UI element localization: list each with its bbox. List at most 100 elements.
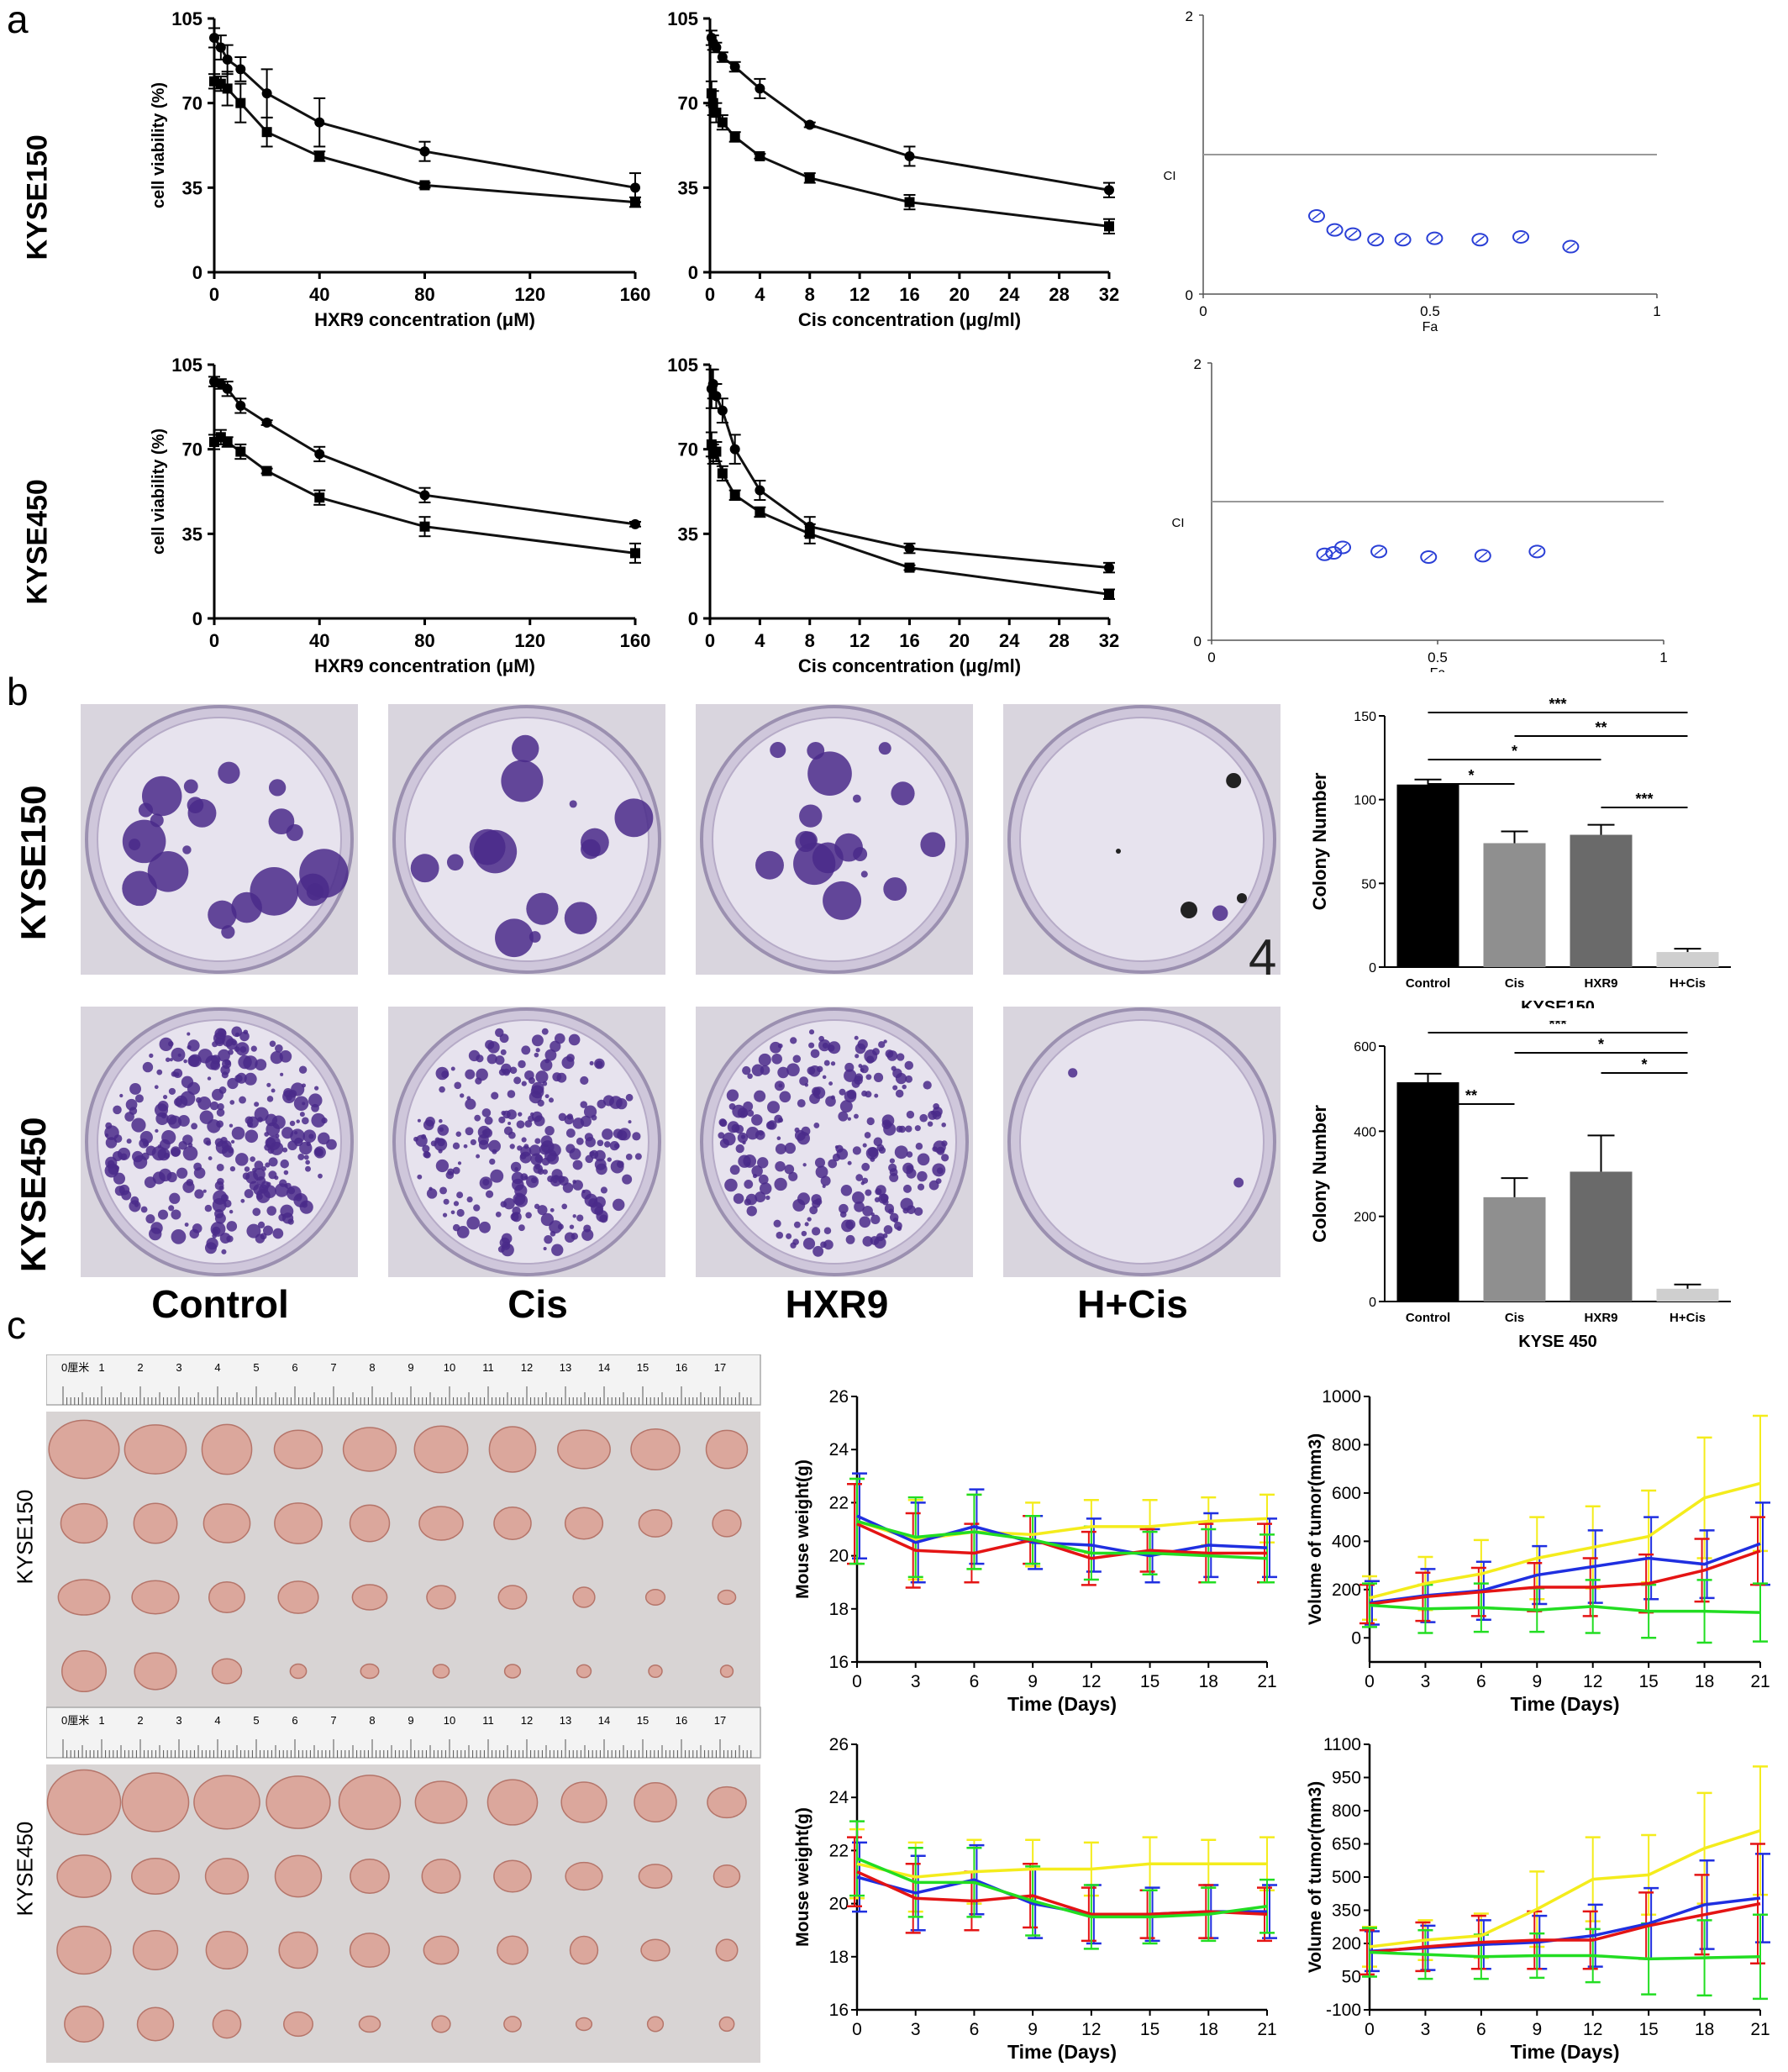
y-tick-label: 22 — [829, 1493, 849, 1512]
colony — [214, 1181, 224, 1191]
x-tick-label: 24 — [999, 630, 1020, 651]
colony — [569, 800, 577, 808]
data-point — [717, 468, 728, 479]
ruler — [46, 1354, 761, 1406]
colony — [882, 1198, 889, 1206]
colony — [279, 1050, 292, 1063]
tumor — [56, 1854, 112, 1898]
colony — [313, 1086, 319, 1091]
colony — [902, 1207, 909, 1214]
colony — [743, 1101, 754, 1112]
colony — [455, 1131, 462, 1138]
colony — [231, 1126, 245, 1140]
colony — [466, 1196, 473, 1203]
colony — [168, 1115, 182, 1129]
y-tick-label: 70 — [182, 93, 202, 114]
tumor — [638, 1864, 673, 1889]
colony — [774, 1177, 787, 1191]
y-tick-label: 35 — [678, 523, 698, 544]
colony — [226, 1221, 238, 1232]
row-label-b-kyse450: KYSE450 — [13, 1117, 53, 1272]
x-tick-label: 12 — [1583, 1672, 1602, 1691]
colony — [171, 1209, 181, 1220]
colony — [170, 1146, 181, 1157]
ci-point-mark — [1565, 242, 1575, 251]
data-point — [711, 446, 722, 457]
colony — [718, 1118, 727, 1127]
tumor — [349, 1933, 391, 1968]
colony — [813, 1123, 820, 1128]
colony — [239, 1096, 246, 1104]
chart-a1-hxr9-kyse150: 0 35 70 105 0 40 80 120 160 HXR9 concentration (μ… — [150, 8, 650, 330]
colony — [526, 1175, 539, 1188]
colony — [435, 1159, 450, 1173]
data-point — [261, 418, 272, 429]
colony — [495, 1055, 505, 1065]
data-point — [222, 54, 233, 65]
colony — [811, 1227, 821, 1236]
x-tick-label: 12 — [1081, 2020, 1101, 2039]
tumor — [503, 2016, 522, 2033]
tumor — [413, 1425, 469, 1474]
colony — [113, 1105, 122, 1115]
ruler-number: 1 — [98, 1714, 104, 1727]
tumor — [634, 1782, 677, 1822]
colony — [777, 1066, 789, 1079]
colony — [289, 1120, 296, 1127]
colony — [204, 1242, 217, 1254]
colony — [828, 1041, 841, 1054]
colony — [211, 1088, 224, 1101]
colony — [246, 1116, 259, 1128]
series-line-0 — [710, 379, 1110, 570]
y-axis-label: Mouse weight(g) — [793, 1459, 812, 1599]
colony — [876, 1185, 886, 1196]
colony — [521, 1081, 527, 1086]
x-axis-label: KYSE150 — [1521, 998, 1595, 1008]
colony — [894, 1145, 908, 1160]
colony — [176, 1167, 188, 1179]
colony — [537, 1205, 548, 1216]
colony — [767, 1101, 781, 1114]
y-tick-label: 650 — [1332, 1835, 1361, 1854]
data-point — [222, 437, 233, 448]
y-tick-label: 70 — [678, 93, 698, 114]
ruler-number: 7 — [330, 1714, 336, 1727]
data-point — [1104, 221, 1114, 232]
colony — [786, 1063, 800, 1076]
colony — [235, 1042, 250, 1056]
colony — [303, 1154, 309, 1160]
colony — [423, 1119, 434, 1131]
ruler-number: 6 — [292, 1714, 297, 1727]
tumor — [205, 1930, 249, 1970]
colony — [859, 1216, 871, 1228]
colony — [476, 1154, 481, 1159]
dish-well — [1019, 717, 1265, 962]
tumor — [640, 1938, 670, 1962]
ruler-number: 9 — [408, 1714, 413, 1727]
colony — [443, 1198, 450, 1205]
x-tick-label: 15 — [1140, 2020, 1160, 2039]
y-tick-label: 400 — [1354, 1125, 1376, 1139]
colony — [790, 1037, 797, 1044]
colony — [727, 1121, 739, 1133]
colony — [554, 1033, 565, 1044]
colony — [243, 1029, 249, 1035]
x-tick-label: 3 — [1421, 1672, 1431, 1691]
colony — [883, 877, 907, 902]
y-tick-label: 16 — [829, 2001, 849, 2020]
colony — [244, 1189, 254, 1198]
row-label-b-kyse150: KYSE150 — [13, 785, 53, 940]
colony — [178, 1141, 187, 1150]
data-point — [419, 180, 430, 191]
x-axis-label: KYSE 450 — [1518, 1333, 1596, 1351]
x-axis-label: Fa — [1430, 666, 1446, 672]
x-tick-label: 120 — [514, 630, 545, 651]
x-tick-label: 24 — [999, 284, 1020, 305]
colony — [122, 870, 157, 907]
y-tick-label: 0 — [1369, 1296, 1376, 1310]
bar-control — [1396, 784, 1459, 967]
chart-b1-colony-kyse150: 0 50 100 150 Colony Number Control Cis HXR9 H+Ci… — [1309, 696, 1731, 1008]
colony — [413, 1136, 418, 1142]
colony — [301, 1083, 306, 1088]
tumor — [351, 1584, 388, 1611]
